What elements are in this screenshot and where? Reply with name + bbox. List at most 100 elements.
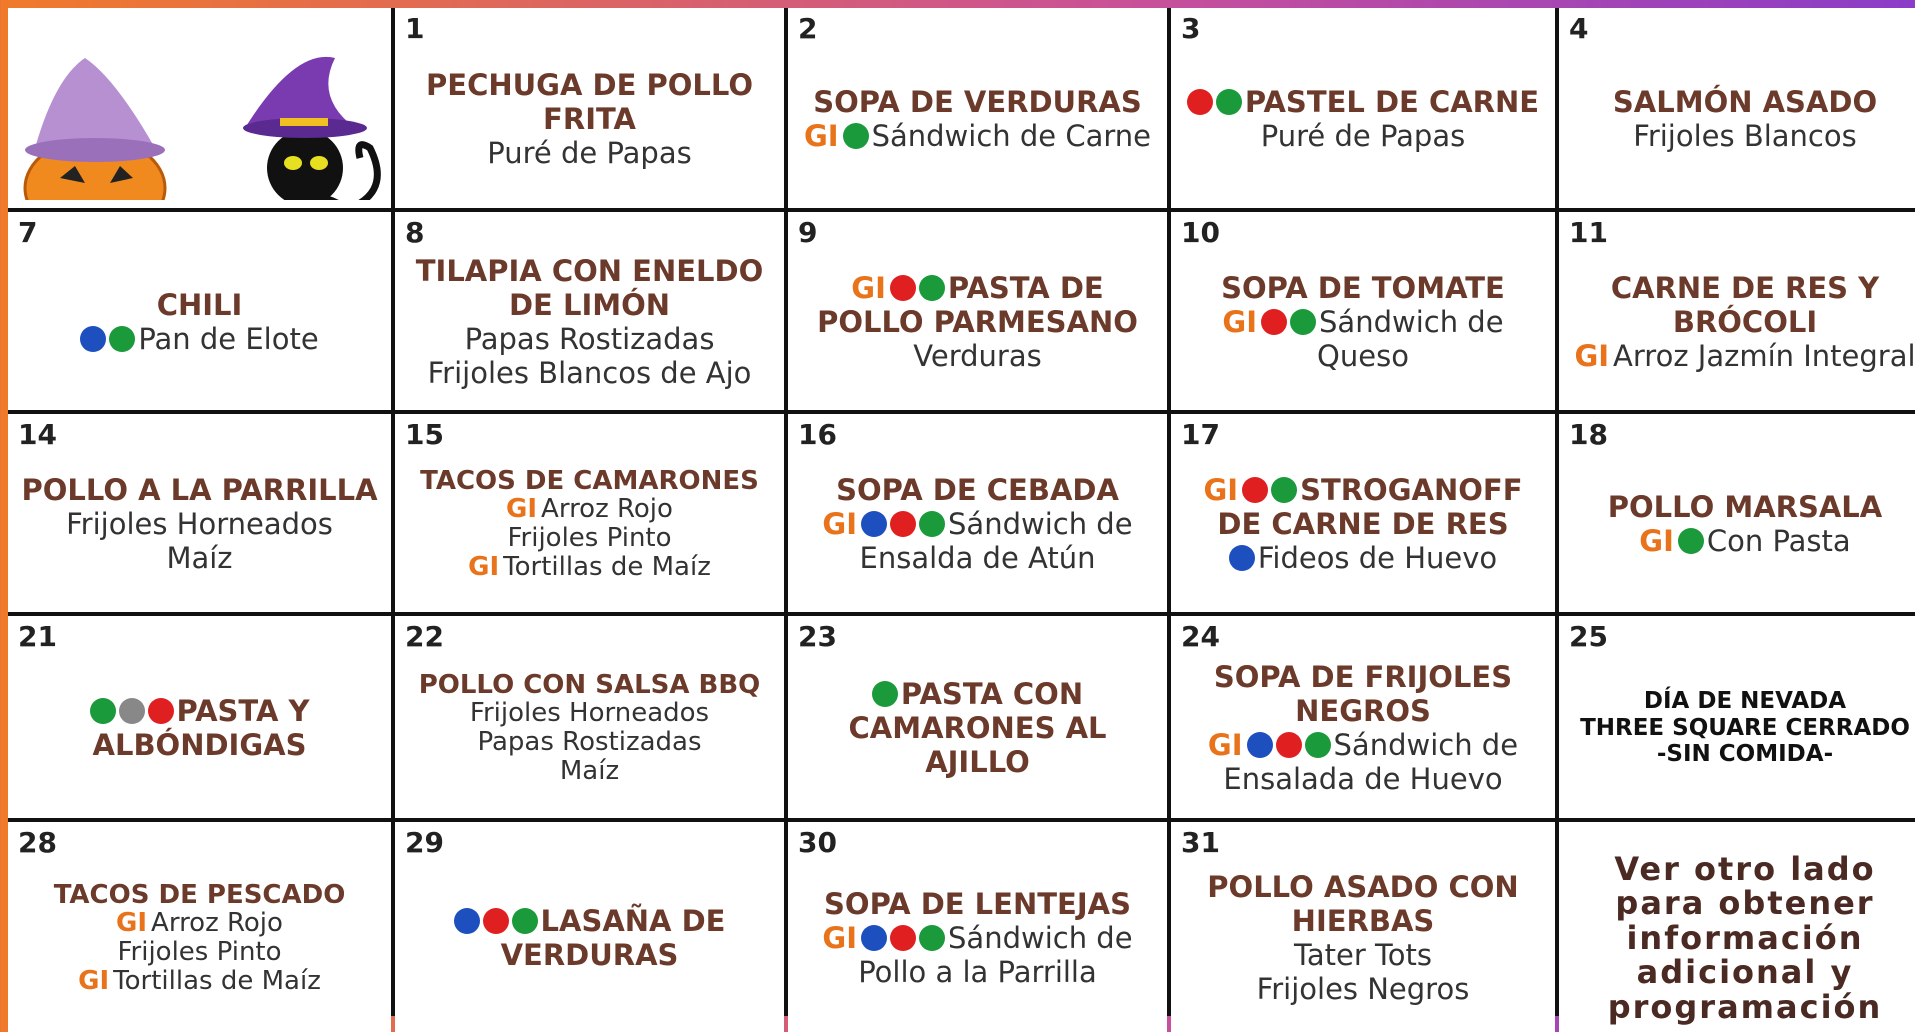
menu-text: Arroz Jazmín Integral bbox=[1613, 339, 1915, 374]
notice-line: THREE SQUARE CERRADO bbox=[1580, 715, 1910, 741]
menu-text: Frijoles Horneados bbox=[469, 698, 710, 729]
gi-label: GI bbox=[1574, 339, 1610, 374]
day-number: 2 bbox=[798, 12, 818, 45]
title-line: CARNE DE RES Y BRÓCOLI bbox=[1569, 271, 1915, 339]
menu-text: Pan de Elote bbox=[138, 322, 319, 356]
day-cell: 3 PASTEL DE CARNE Puré de Papas bbox=[1171, 8, 1555, 208]
day-number: 9 bbox=[798, 216, 818, 249]
diet-dot bbox=[842, 123, 869, 149]
day-number: 31 bbox=[1181, 826, 1220, 859]
menu-text: Frijoles Pinto bbox=[117, 937, 282, 967]
day-number: 4 bbox=[1569, 12, 1589, 45]
menu-text: Tortillas de Maíz bbox=[503, 551, 711, 582]
day-cell: 31 POLLO ASADO CON HIERBAS Tater Tots Frijo… bbox=[1171, 822, 1555, 1032]
menu-text: Frijoles Negros bbox=[1256, 972, 1470, 1007]
side-line: Maíz bbox=[559, 755, 620, 786]
menu-text: Fideos de Huevo bbox=[1257, 541, 1498, 576]
menu-text: PASTA CON CAMARONES AL AJILLO bbox=[848, 676, 1107, 780]
menu-text: POLLO MARSALA bbox=[1607, 489, 1883, 524]
day-number: 23 bbox=[798, 620, 837, 653]
diet-dot bbox=[918, 274, 945, 301]
side-line: GI Sándwich de Ensalda de Atún bbox=[798, 507, 1157, 575]
day-cell: 1 PECHUGA DE POLLO FRITA Puré de Papas bbox=[395, 8, 784, 208]
note-line: Ver otro lado para obtener información a… bbox=[1569, 851, 1915, 1025]
day-cell: 23 PASTA CON CAMARONES AL AJILLO bbox=[788, 616, 1167, 818]
day-cell: 28 TACOS DE PESCADO GI Arroz Rojo Frijoles P… bbox=[8, 822, 391, 1032]
side-line: GI Arroz Rojo bbox=[116, 909, 283, 938]
title-line: PECHUGA DE POLLO FRITA bbox=[405, 68, 774, 136]
side-line: Puré de Papas bbox=[487, 136, 691, 170]
menu-text: Frijoles Blancos bbox=[1633, 119, 1857, 153]
notice-line: DÍA DE NEVADA bbox=[1644, 688, 1846, 714]
menu-text: POLLO A LA PARRILLA bbox=[21, 472, 378, 507]
side-line: GI Sándwich de Queso bbox=[1181, 305, 1545, 373]
menu-text: SOPA DE VERDURAS bbox=[813, 84, 1142, 119]
menu-text: Sándwich de Pollo a la Parrilla bbox=[858, 920, 1133, 990]
day-cell: 4 SALMÓN ASADO Frijoles Blancos bbox=[1559, 8, 1915, 208]
menu-text: Con Pasta bbox=[1706, 524, 1851, 558]
gi-label: GI bbox=[803, 119, 839, 153]
day-number: 30 bbox=[798, 826, 837, 859]
diet-dot bbox=[889, 274, 916, 301]
day-cell: 11 CARNE DE RES Y BRÓCOLI GI Arroz Jazmín I… bbox=[1559, 212, 1915, 410]
menu-text: PECHUGA DE POLLO FRITA bbox=[426, 67, 753, 136]
diet-dot bbox=[1215, 88, 1242, 115]
side-line: Frijoles Horneados bbox=[66, 507, 333, 541]
diet-dot bbox=[1290, 308, 1317, 335]
side-line: GI Arroz Jazmín Integral bbox=[1574, 339, 1915, 373]
gi-label: GI bbox=[1207, 728, 1243, 762]
diet-dot bbox=[80, 326, 107, 352]
menu-text: Papas Rostizadas bbox=[477, 727, 702, 757]
menu-text: TACOS DE CAMARONES bbox=[420, 465, 759, 496]
menu-text: SOPA DE LENTEJAS bbox=[824, 886, 1131, 921]
calendar-grid: 1 PECHUGA DE POLLO FRITA Puré de Papas 2 SOP… bbox=[8, 8, 1915, 1032]
diet-dot bbox=[1304, 732, 1331, 758]
menu-text: Tortillas de Maíz bbox=[113, 965, 321, 996]
menu-text: Sándwich de Ensalada de Huevo bbox=[1223, 728, 1519, 797]
day-number: 11 bbox=[1569, 216, 1608, 249]
diet-dot bbox=[89, 697, 116, 724]
day-cell: 22 POLLO CON SALSA BBQ Frijoles Horneados P… bbox=[395, 616, 784, 818]
notice-line: -SIN COMIDA- bbox=[1657, 741, 1833, 767]
title-line: PASTEL DE CARNE bbox=[1186, 85, 1539, 119]
side-line: GI Sándwich de Pollo a la Parrilla bbox=[798, 921, 1157, 989]
side-line: Tater Tots bbox=[1294, 938, 1432, 972]
diet-dot bbox=[1242, 476, 1269, 503]
diet-dot bbox=[861, 510, 888, 537]
menu-text: Maíz bbox=[559, 755, 620, 786]
side-line: Verduras bbox=[913, 339, 1041, 373]
title-line: LASAÑA DE VERDURAS bbox=[405, 904, 774, 972]
side-line: GI Tortillas de Maíz bbox=[468, 551, 711, 582]
side-line: GI Con Pasta bbox=[1639, 524, 1850, 558]
menu-text: PASTA DE POLLO PARMESANO bbox=[817, 270, 1138, 339]
menu-text: Frijoles Blancos de Ajo bbox=[427, 356, 752, 391]
menu-text: Maíz bbox=[166, 541, 233, 576]
menu-text: -SIN COMIDA- bbox=[1656, 741, 1834, 768]
gi-label: GI bbox=[822, 920, 858, 955]
menu-text: Verduras bbox=[913, 339, 1042, 374]
day-cell: 9 GI PASTA DE POLLO PARMESANO Verduras bbox=[788, 212, 1167, 410]
diet-dot bbox=[1261, 308, 1288, 335]
day-cell: 15 TACOS DE CAMARONES GI Arroz Rojo Frijoles… bbox=[395, 414, 784, 612]
diet-dot bbox=[861, 924, 888, 951]
menu-text: CARNE DE RES Y BRÓCOLI bbox=[1610, 270, 1880, 339]
day-number: 10 bbox=[1181, 216, 1220, 249]
menu-text: Arroz Rojo bbox=[151, 908, 283, 939]
menu-text: SOPA DE CEBADA bbox=[836, 472, 1119, 507]
diet-dot bbox=[482, 907, 509, 934]
day-number: 1 bbox=[405, 12, 425, 45]
title-line: TILAPIA CON ENELDO DE LIMÓN bbox=[405, 254, 774, 322]
diet-dot bbox=[1246, 732, 1273, 758]
diet-dot bbox=[919, 924, 946, 951]
title-line: SOPA DE LENTEJAS bbox=[824, 887, 1131, 921]
menu-text: SOPA DE TOMATE bbox=[1221, 270, 1505, 305]
day-cell: 16 SOPA DE CEBADA GI Sándwich de Ensalda de… bbox=[788, 414, 1167, 612]
title-line: POLLO A LA PARRILLA bbox=[21, 473, 377, 507]
menu-text: Sándwich de Carne bbox=[871, 119, 1151, 153]
menu-text: SALMÓN ASADO bbox=[1612, 84, 1878, 119]
day-number: 8 bbox=[405, 216, 425, 249]
day-cell: 24 SOPA DE FRIJOLES NEGROS GI Sándwich de E… bbox=[1171, 616, 1555, 818]
day-cell: 10 SOPA DE TOMATE GI Sándwich de Queso bbox=[1171, 212, 1555, 410]
title-line: PASTA Y ALBÓNDIGAS bbox=[18, 694, 381, 762]
